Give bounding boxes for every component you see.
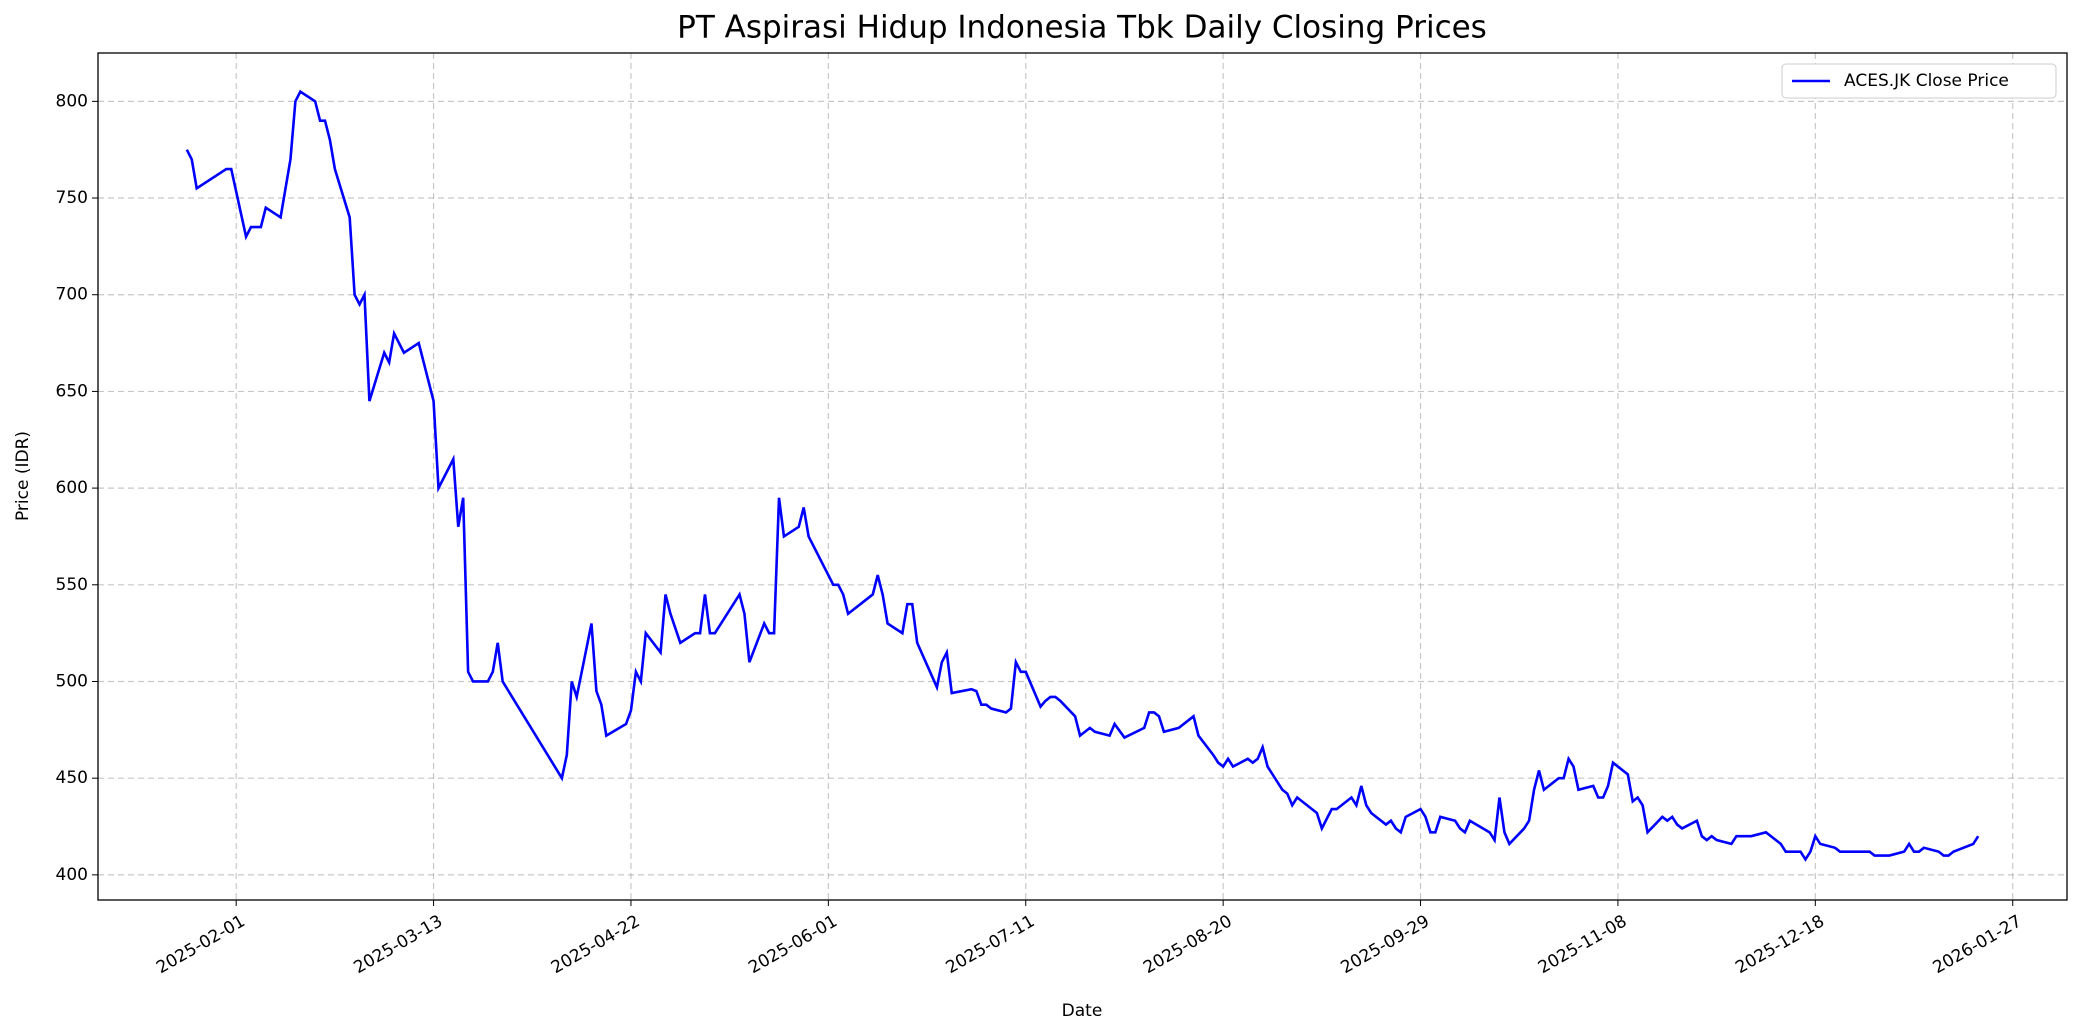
y-tick-label: 400 [56, 865, 88, 885]
y-tick-label: 450 [56, 768, 88, 788]
x-tick-label: 2026-01-27 [1930, 911, 2026, 978]
chart-title: PT Aspirasi Hidup Indonesia Tbk Daily Cl… [677, 10, 1487, 46]
x-tick-label: 2025-03-13 [351, 911, 447, 978]
y-tick-label: 700 [56, 285, 88, 305]
x-axis-label: Date [1062, 1001, 1103, 1021]
legend-label: ACES.JK Close Price [1844, 71, 2009, 91]
x-tick-label: 2025-02-01 [153, 911, 249, 978]
x-tick-label: 2025-06-01 [745, 911, 841, 978]
x-tick-label: 2025-04-22 [548, 911, 644, 978]
y-tick-label: 800 [56, 91, 88, 111]
x-tick-label: 2025-12-18 [1732, 911, 1828, 978]
price-line [185, 89, 1980, 862]
y-axis-label: Price (IDR) [13, 431, 33, 521]
x-tick-label: 2025-08-20 [1140, 911, 1236, 978]
x-tick-label: 2025-07-11 [943, 911, 1039, 978]
legend-box [1781, 63, 2057, 99]
plot-frame [97, 52, 2068, 901]
y-tick-label: 600 [56, 478, 88, 498]
y-tick-label: 500 [56, 671, 88, 691]
y-tick-label: 750 [56, 188, 88, 208]
x-tick-label: 2025-09-29 [1337, 911, 1433, 978]
y-tick-label: 550 [56, 575, 88, 595]
x-tick-label: 2025-11-08 [1535, 911, 1631, 978]
y-tick-label: 650 [56, 381, 88, 401]
